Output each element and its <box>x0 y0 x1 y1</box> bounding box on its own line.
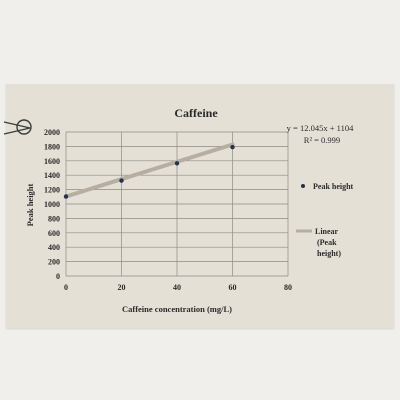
y-tick-label: 1600 <box>44 157 60 166</box>
y-tick-label: 1400 <box>44 171 60 180</box>
y-tick-label: 600 <box>48 229 60 238</box>
legend: Peak height Linear (Peak height) <box>296 182 354 258</box>
y-tick-label: 200 <box>48 258 60 267</box>
legend-label-linear-2: (Peak <box>317 238 337 247</box>
y-tick-label: 1000 <box>44 200 60 209</box>
x-tick-label: 0 <box>64 283 68 292</box>
r-squared: R² = 0.999 <box>304 135 340 145</box>
data-point <box>230 144 235 150</box>
y-axis-ticks: 0 200 400 600 800 1000 1200 1400 1600 1800 2000 <box>44 128 60 281</box>
data-point <box>63 194 69 199</box>
y-tick-label: 2000 <box>44 128 60 137</box>
y-tick-label: 400 <box>48 243 60 252</box>
x-tick-label: 60 <box>229 283 237 292</box>
y-axis-title: Peak height <box>25 183 35 226</box>
legend-label-linear-1: Linear <box>315 227 339 236</box>
chart-title: Caffeine <box>174 106 218 120</box>
y-tick-label: 1200 <box>44 186 60 195</box>
data-point <box>119 178 124 183</box>
x-axis-title: Caffeine concentration (mg/L) <box>122 304 232 314</box>
grid <box>65 131 289 277</box>
margin-pen-mark-icon <box>3 119 32 135</box>
trendline <box>64 142 235 199</box>
y-tick-label: 0 <box>56 272 60 281</box>
x-tick-label: 20 <box>118 283 126 292</box>
data-point <box>174 161 180 166</box>
chart-card <box>6 84 394 328</box>
y-tick-label: 800 <box>48 214 60 223</box>
x-axis-ticks: 0 20 40 60 80 <box>64 283 292 292</box>
x-tick-label: 80 <box>284 283 292 292</box>
y-tick-label: 1800 <box>44 142 60 151</box>
x-tick-label: 40 <box>173 283 181 292</box>
legend-label-linear-3: height) <box>317 249 341 258</box>
trend-equation: y = 12.045x + 1104 <box>287 123 354 133</box>
legend-marker-peak-height <box>301 184 305 188</box>
trendline-group <box>64 142 235 199</box>
data-points <box>63 144 235 199</box>
legend-label-peak-height: Peak height <box>313 182 354 191</box>
